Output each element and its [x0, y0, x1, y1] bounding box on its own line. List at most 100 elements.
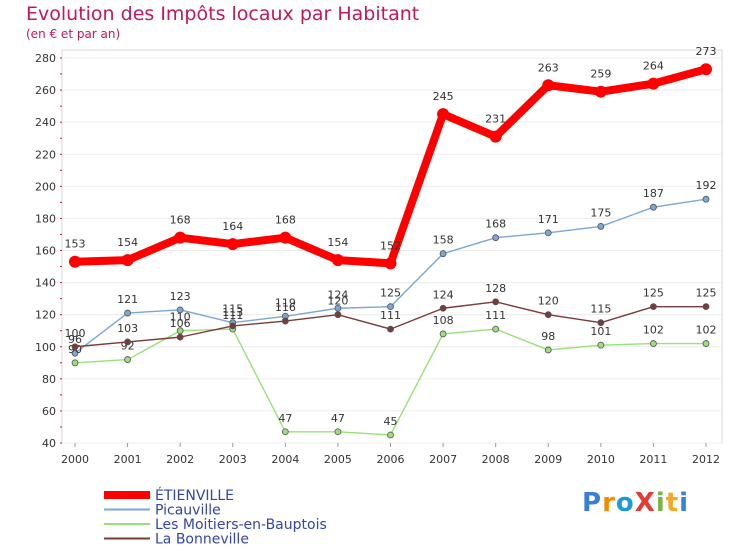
- data-label: 115: [222, 303, 243, 316]
- x-tick-label: 2011: [639, 453, 667, 466]
- data-point: [492, 234, 500, 242]
- plot-area: [61, 49, 723, 444]
- data-label: 108: [433, 314, 454, 327]
- data-point: [334, 304, 342, 312]
- data-point: [597, 341, 605, 349]
- data-label: 158: [433, 234, 454, 247]
- data-label: 111: [485, 309, 506, 322]
- x-tick-label: 2004: [271, 453, 299, 466]
- x-tick-label: 2003: [219, 453, 247, 466]
- x-tick-label: 2010: [587, 453, 615, 466]
- data-label: 259: [590, 68, 611, 81]
- data-label: 125: [696, 287, 717, 300]
- data-label: 154: [327, 236, 348, 249]
- data-label: 116: [275, 301, 296, 314]
- data-point: [647, 77, 660, 90]
- data-label: 103: [117, 322, 138, 335]
- data-point: [650, 203, 657, 211]
- data-point: [439, 250, 447, 258]
- brand-letter: i: [679, 488, 690, 518]
- data-point: [176, 327, 184, 335]
- data-point: [702, 195, 710, 203]
- data-label: 106: [170, 317, 191, 330]
- data-point: [124, 356, 131, 363]
- data-label: 115: [590, 303, 611, 316]
- y-tick-label: 180: [35, 212, 56, 225]
- data-point: [544, 229, 552, 237]
- data-label: 168: [170, 214, 191, 227]
- data-label: 152: [380, 239, 401, 252]
- data-label: 119: [275, 296, 296, 309]
- y-tick-label: 100: [35, 341, 56, 354]
- data-point: [700, 63, 712, 76]
- data-point: [281, 317, 289, 325]
- x-tick-label: 2001: [114, 453, 142, 466]
- data-label: 113: [222, 306, 243, 319]
- data-label: 187: [643, 187, 664, 200]
- y-tick-label: 80: [42, 373, 56, 386]
- brand-logo: ProXiti: [582, 488, 689, 518]
- y-tick-label: 160: [35, 245, 56, 258]
- data-label: 47: [331, 412, 345, 425]
- chart-subtitle: (en € et par an): [26, 27, 121, 41]
- data-label: 111: [380, 309, 401, 322]
- x-tick-label: 2008: [482, 453, 510, 466]
- y-tick-label: 120: [35, 309, 56, 322]
- y-tick-label: 220: [35, 148, 56, 161]
- data-label: 231: [485, 113, 506, 126]
- x-tick-label: 2012: [692, 453, 720, 466]
- x-tick-label: 2006: [377, 453, 405, 466]
- x-tick-label: 2005: [324, 453, 352, 466]
- data-label: 124: [327, 288, 348, 301]
- data-point: [121, 254, 134, 267]
- x-tick-label: 2007: [429, 453, 457, 466]
- data-point: [71, 349, 79, 357]
- data-point: [542, 79, 555, 92]
- data-label: 263: [538, 61, 559, 74]
- data-point: [71, 343, 79, 351]
- y-tick-label: 240: [35, 116, 56, 129]
- data-point: [174, 231, 187, 244]
- brand-letter: P: [582, 488, 603, 518]
- data-label: 168: [275, 214, 296, 227]
- data-point: [387, 325, 394, 333]
- y-tick-label: 200: [35, 180, 56, 193]
- data-point: [176, 306, 184, 314]
- data-label: 102: [643, 324, 664, 337]
- data-label: 125: [380, 287, 401, 300]
- brand-letter: o: [615, 488, 635, 518]
- data-point: [492, 298, 500, 306]
- legend-label: ÉTIENVILLE: [155, 487, 234, 504]
- data-point: [544, 346, 552, 354]
- data-label: 45: [384, 415, 398, 428]
- data-point: [176, 333, 184, 341]
- data-label: 175: [590, 206, 611, 219]
- data-point: [650, 303, 657, 311]
- data-label: 110: [170, 311, 191, 324]
- data-point: [489, 130, 502, 143]
- series-0: 153 154 168 164 168 154 152 245 231 263 259 264 273: [65, 45, 717, 270]
- brand-letter: i: [655, 488, 666, 518]
- data-point: [229, 322, 237, 330]
- brand-letter: r: [602, 488, 616, 518]
- data-point: [124, 309, 131, 317]
- data-label: 102: [696, 324, 717, 337]
- y-tick-label: 140: [35, 277, 56, 290]
- data-point: [597, 319, 605, 327]
- data-point: [281, 428, 289, 436]
- data-label: 245: [433, 90, 454, 103]
- data-label: 123: [170, 290, 191, 303]
- data-label: 125: [643, 287, 664, 300]
- data-label: 168: [485, 218, 506, 231]
- data-point: [650, 340, 657, 347]
- series-1: 96 121 123 115 119 124 125 158 168 171 175 187 192: [68, 179, 717, 357]
- y-tick-label: 280: [35, 52, 56, 65]
- data-label: 47: [278, 412, 292, 425]
- data-label: 171: [538, 213, 559, 226]
- data-point: [331, 254, 344, 267]
- y-tick-label: 260: [35, 84, 56, 97]
- data-label: 96: [68, 333, 82, 346]
- series-3: 100 103 106 113 116 120 111 124 128 120 115 125 125: [65, 282, 717, 351]
